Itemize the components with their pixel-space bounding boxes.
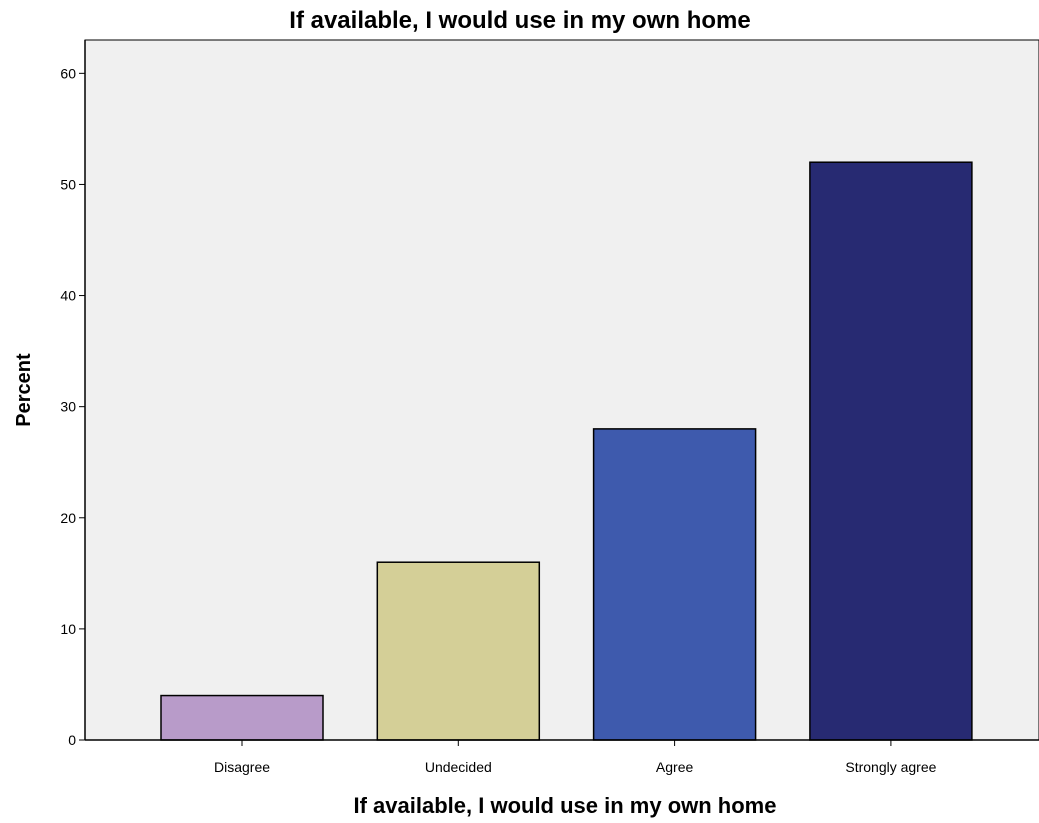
y-tick-label: 10 [60,621,76,637]
y-tick-label: 0 [68,732,76,748]
y-axis-label: Percent [13,353,35,427]
y-tick-label: 50 [60,176,76,192]
y-tick-label: 40 [60,288,76,304]
x-tick-label: Undecided [425,759,492,775]
x-tick-label: Strongly agree [845,759,936,775]
y-tick-label: 60 [60,65,76,81]
bar-disagree [160,694,324,741]
x-tick-label: Disagree [214,759,270,775]
y-tick-label: 20 [60,510,76,526]
y-tick-label: 30 [60,399,76,415]
x-axis-ticks: Disagree Undecided Agree Strongly agree [214,740,937,775]
chart-title: If available, I would use in my own home [289,7,750,34]
bar-agree [592,428,757,741]
bar-strongly-agree [809,161,973,741]
bar-undecided [376,561,541,741]
x-axis-label: If available, I would use in my own home [354,793,777,818]
y-axis-ticks: 0 10 20 30 40 50 60 [60,65,85,748]
x-tick-label: Agree [656,759,694,775]
